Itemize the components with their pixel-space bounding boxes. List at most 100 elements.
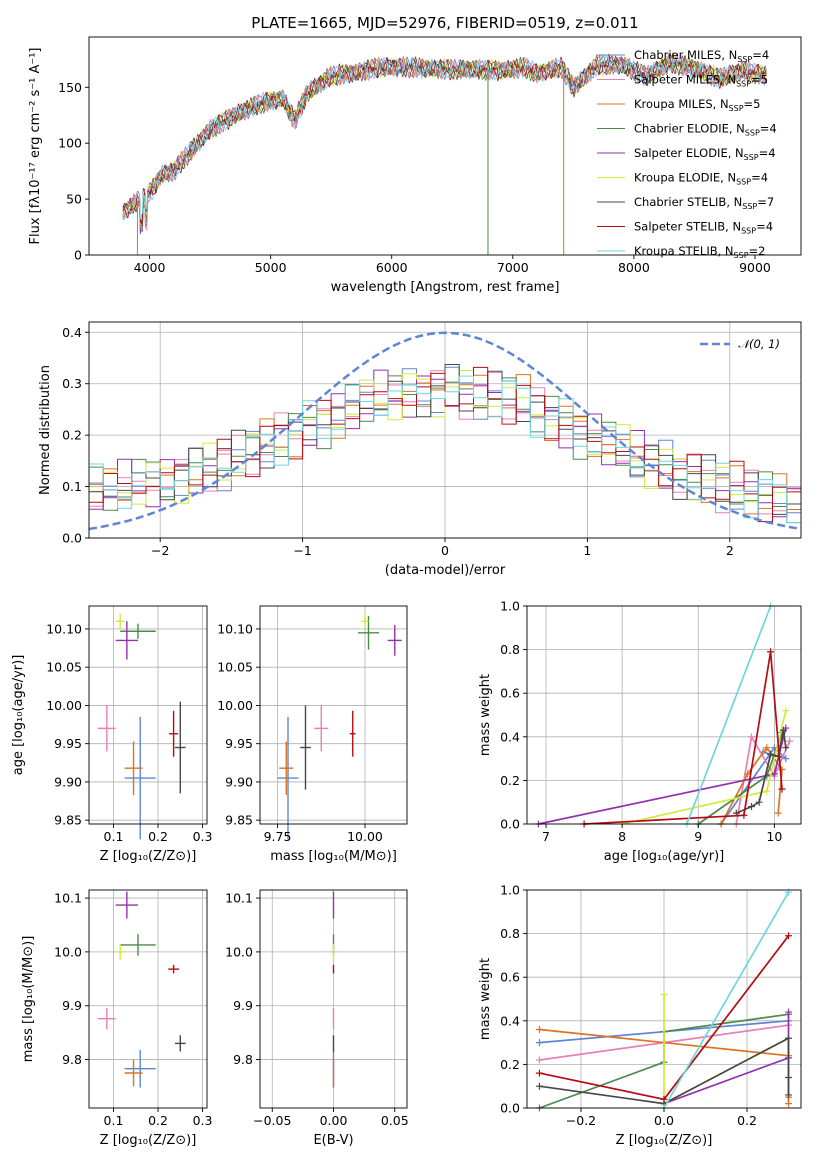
y-tick-label: 10.0 (54, 944, 82, 959)
y-axis-label: mass [log₁₀(M/M⊙)] (21, 936, 36, 1063)
weight-marker (535, 1056, 543, 1064)
x-tick-label: 0.3 (193, 829, 213, 844)
y-tick-label: 0.4 (62, 325, 82, 340)
weight-marker (779, 726, 787, 734)
weight-marker (785, 1091, 793, 1099)
legend-label: Salpeter MILES, NSSP=5 (634, 73, 768, 89)
x-axis-label: wavelength [Angstrom, rest frame] (331, 280, 560, 295)
y-tick-label: 0.2 (62, 428, 82, 443)
y-tick-label: 0.4 (500, 729, 520, 744)
weight-marker (767, 750, 775, 758)
y-tick-label: 150 (58, 80, 82, 95)
x-tick-label: −0.05 (253, 1113, 291, 1128)
x-tick-label: 10 (766, 829, 782, 844)
legend-label-sub: SSP (736, 178, 751, 187)
legend-label: Salpeter STELIB, NSSP=4 (634, 220, 773, 236)
y-tick-label: 0.3 (62, 376, 82, 391)
y-tick-label: 0.0 (62, 531, 82, 546)
x-tick-label: 7000 (497, 260, 529, 275)
legend-label-text: Chabrier ELODIE, N (634, 122, 745, 136)
weight-marker (763, 787, 771, 795)
x-tick-label: 10.00 (347, 829, 383, 844)
weight-line (686, 605, 772, 825)
x-tick-label: 4000 (134, 260, 166, 275)
weight-marker (778, 785, 786, 793)
axes-frame (259, 605, 408, 825)
x-tick-label: 6000 (376, 260, 408, 275)
x-tick-label: 2 (726, 543, 734, 558)
y-axis-label: Flux [fλ10⁻¹⁷ erg cm⁻² s⁻¹ A⁻¹] (28, 48, 43, 245)
y-tick-label: 9.9 (233, 998, 253, 1013)
x-tick-label: −0.2 (566, 1113, 596, 1128)
y-tick-label: 9.8 (62, 1052, 82, 1067)
x-tick-label: 0.2 (148, 1113, 168, 1128)
y-tick-label: 9.90 (225, 774, 253, 789)
x-tick-label: 0.00 (320, 1113, 348, 1128)
weight-marker (785, 1034, 793, 1042)
x-tick-label: 0.3 (193, 1113, 213, 1128)
y-tick-label: 100 (58, 136, 82, 151)
gaussian-curve (89, 331, 801, 531)
axes-frame (88, 889, 208, 1109)
y-tick-label: 9.85 (225, 813, 253, 828)
x-tick-label: 7 (542, 829, 550, 844)
axes-frame (526, 605, 802, 825)
legend-label-sub: SSP (729, 104, 744, 113)
y-tick-label: 0.6 (500, 970, 520, 985)
y-tick-label: 0.8 (500, 642, 520, 657)
y-tick-label: 10.1 (54, 891, 82, 906)
x-tick-label: 8 (618, 829, 626, 844)
legend-label-text: Kroupa ELODIE, N (634, 171, 736, 185)
x-axis-label: mass [log₁₀(M/M⊙)] (270, 849, 397, 864)
legend-label: Chabrier MILES, NSSP=4 (634, 48, 769, 64)
x-tick-label: 0.2 (148, 829, 168, 844)
weight-marker (748, 733, 756, 741)
weight-marker (785, 1073, 793, 1081)
y-tick-label: 10.0 (225, 944, 253, 959)
weight-line (584, 650, 783, 825)
y-tick-label: 9.95 (225, 736, 253, 751)
weight-marker (782, 707, 790, 715)
x-tick-label: 0.0 (654, 1113, 674, 1128)
weight-marker (774, 809, 782, 817)
y-tick-label: 0 (74, 248, 82, 263)
x-tick-label: 9 (694, 829, 702, 844)
weight-marker (785, 1100, 793, 1108)
weight-marker (660, 1095, 668, 1103)
legend-label: Kroupa ELODIE, NSSP=4 (634, 171, 768, 187)
weight-marker (748, 803, 756, 811)
y-tick-label: 10.10 (217, 621, 253, 636)
weight-marker (786, 737, 794, 745)
y-axis-label: age [log₁₀(age/yr)] (11, 655, 26, 776)
y-axis-label: mass weight (478, 674, 493, 756)
weight-marker (535, 1026, 543, 1034)
x-axis-label: age [log₁₀(age/yr)] (604, 849, 725, 864)
legend-label-text: Chabrier STELIB, N (634, 195, 742, 209)
x-tick-label: 0.1 (104, 829, 124, 844)
weight-marker (535, 1082, 543, 1090)
weight-line (663, 891, 790, 1109)
weight-marker (785, 1008, 793, 1016)
x-tick-label: 9000 (739, 260, 771, 275)
legend-label-suffix: =4 (760, 122, 777, 136)
x-tick-label: 8000 (618, 260, 650, 275)
weight-marker (770, 770, 778, 778)
legend-label-sub: SSP (744, 153, 759, 162)
x-tick-label: 1 (583, 543, 591, 558)
y-tick-label: 0.2 (500, 1057, 520, 1072)
legend-label-suffix: =5 (751, 73, 768, 87)
x-axis-label: Z [log₁₀(Z/Z⊙)] (100, 849, 197, 864)
y-tick-label: 10.10 (46, 621, 82, 636)
y-tick-label: 50 (66, 192, 82, 207)
histogram-step (89, 375, 801, 524)
legend-label: Chabrier ELODIE, NSSP=4 (634, 122, 777, 138)
y-tick-label: 1.0 (500, 883, 520, 898)
x-axis-label: Z [log₁₀(Z/Z⊙)] (616, 1133, 713, 1148)
legend-label-text: Kroupa STELIB, N (634, 244, 734, 258)
weight-marker (774, 752, 782, 760)
axes-frame (88, 605, 208, 825)
legend-label-text: Salpeter STELIB, N (634, 220, 741, 234)
legend-label-suffix: =4 (751, 171, 768, 185)
legend-label-sub: SSP (742, 202, 757, 211)
